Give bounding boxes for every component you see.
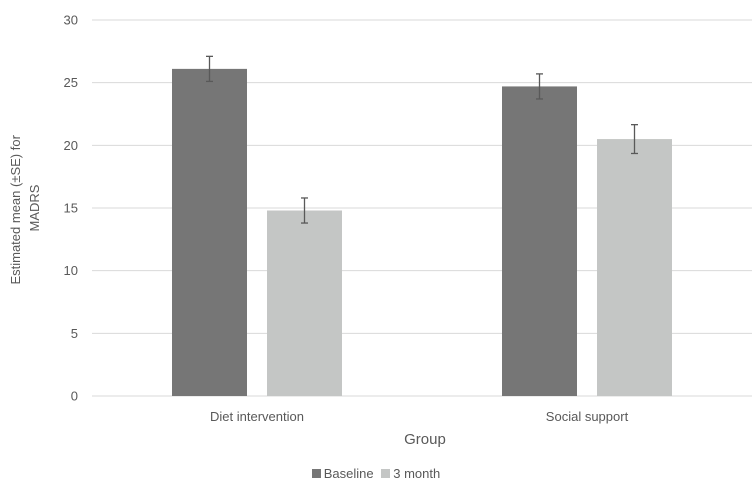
- bars: [172, 68, 672, 397]
- y-axis-title-line-1: Estimated mean (±SE) for: [8, 134, 23, 284]
- bar-baseline-social-support: [502, 86, 577, 396]
- error-bars: [206, 55, 638, 224]
- legend-item-3-month: 3 month: [381, 466, 440, 481]
- y-tick-label-5: 5: [71, 326, 78, 341]
- bar-3-month-diet-intervention: [267, 210, 342, 396]
- y-tick-label-20: 20: [64, 138, 78, 153]
- y-tick-label-10: 10: [64, 263, 78, 278]
- legend: Baseline 3 month: [0, 466, 752, 481]
- error-bar-3-month-social-support: [631, 124, 638, 155]
- x-tick-label-social-support: Social support: [546, 409, 629, 424]
- legend-swatch-baseline: [311, 469, 321, 478]
- bar-3-month-social-support: [597, 139, 672, 397]
- y-axis-title: Estimated mean (±SE) for MADRS: [8, 131, 42, 284]
- y-tick-label-15: 15: [64, 201, 78, 216]
- y-axis-title-line-2: MADRS: [27, 184, 42, 231]
- x-axis-title: Group: [404, 431, 446, 448]
- bar-baseline-diet-intervention: [172, 68, 247, 396]
- error-bar-baseline-diet-intervention: [206, 55, 213, 83]
- legend-swatch-3-month: [381, 469, 391, 478]
- y-tick-label-30: 30: [64, 13, 78, 28]
- legend-item-baseline: Baseline: [311, 466, 374, 481]
- error-bar-3-month-diet-intervention: [301, 197, 308, 224]
- legend-label-3-month: 3 month: [393, 466, 441, 481]
- y-tick-label-0: 0: [71, 389, 78, 404]
- error-bar-baseline-social-support: [536, 73, 543, 100]
- y-tick-labels: 0 5 10 15 20 25 30: [64, 13, 78, 404]
- legend-label-baseline: Baseline: [323, 466, 374, 481]
- x-tick-labels: Diet intervention Social support: [210, 409, 629, 424]
- x-tick-label-diet-intervention: Diet intervention: [210, 409, 304, 424]
- y-tick-label-25: 25: [64, 75, 78, 90]
